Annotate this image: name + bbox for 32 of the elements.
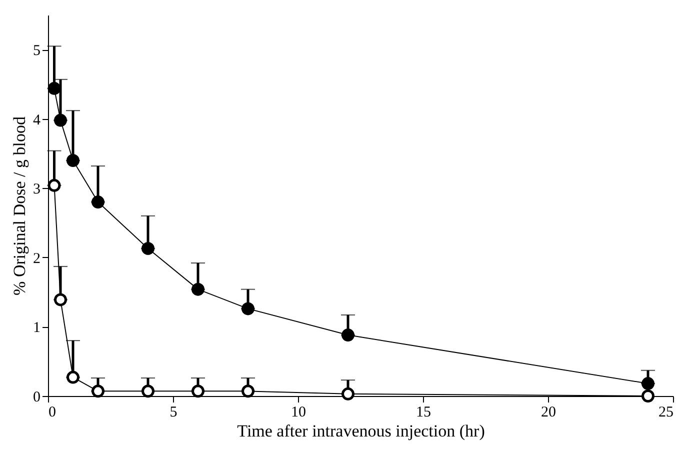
x-tick-label: 20: [541, 404, 556, 420]
point: [66, 370, 80, 384]
point: [642, 390, 654, 402]
point: [342, 328, 354, 342]
point: [142, 242, 154, 255]
point: [54, 114, 67, 127]
y-tick-label: 1: [33, 320, 40, 336]
y-tick-label: 0: [33, 390, 40, 406]
point: [66, 154, 80, 167]
point: [92, 384, 104, 398]
x-tick-label: 0: [48, 404, 56, 420]
y-tick-label: 4: [33, 112, 41, 128]
point: [92, 196, 104, 209]
y-tick-label: 5: [33, 43, 40, 60]
point: [142, 384, 154, 398]
point: [242, 384, 254, 398]
x-axis-title: Time after intravenous injection (hr): [237, 422, 485, 440]
point: [48, 178, 61, 192]
point: [342, 387, 354, 400]
y-axis-title: % Original Dose / g blood: [10, 116, 29, 296]
point: [192, 282, 204, 296]
point: [242, 302, 254, 316]
point: [54, 293, 67, 306]
point: [642, 377, 654, 390]
y-tick-label: 2: [33, 250, 40, 267]
y-tick-label: 3: [33, 182, 40, 198]
point: [192, 384, 204, 398]
x-tick-label: 10: [291, 404, 306, 420]
x-tick-label: 5: [170, 404, 178, 420]
x-tick-label: 25: [658, 404, 674, 420]
x-tick-label: 15: [416, 404, 431, 420]
point: [48, 82, 61, 95]
